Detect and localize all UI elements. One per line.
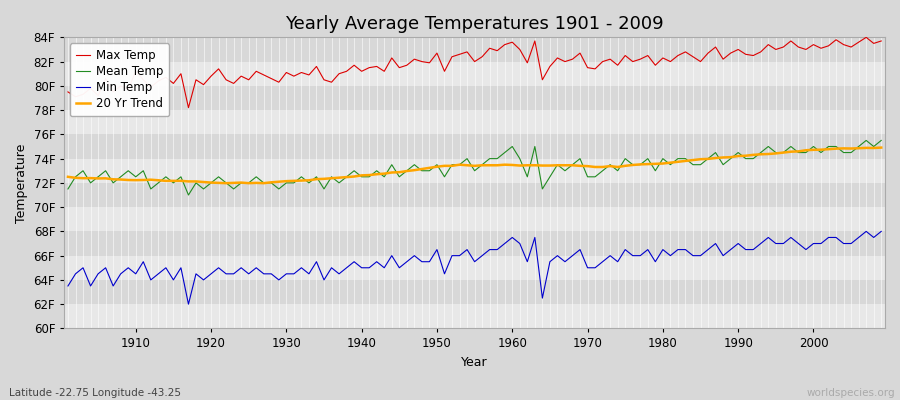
Line: Max Temp: Max Temp xyxy=(68,37,881,108)
Min Temp xyxy=(860,229,871,234)
20 Yr Trend xyxy=(605,164,616,168)
Bar xyxy=(64,183,885,207)
Bar xyxy=(64,159,885,183)
Min Temp xyxy=(507,235,517,240)
Bar xyxy=(64,37,885,62)
Min Temp xyxy=(183,302,194,306)
20 Yr Trend xyxy=(220,181,231,186)
Max Temp xyxy=(860,35,871,40)
Max Temp xyxy=(605,57,616,62)
Min Temp xyxy=(341,265,352,270)
20 Yr Trend xyxy=(122,178,133,182)
Title: Yearly Average Temperatures 1901 - 2009: Yearly Average Temperatures 1901 - 2009 xyxy=(285,15,664,33)
Min Temp xyxy=(63,284,74,288)
Mean Temp xyxy=(860,138,871,143)
20 Yr Trend xyxy=(876,145,886,150)
Mean Temp xyxy=(876,138,886,143)
Line: Mean Temp: Mean Temp xyxy=(68,140,881,195)
Bar xyxy=(64,110,885,134)
Mean Temp xyxy=(515,156,526,161)
Bar xyxy=(64,86,885,110)
Bar xyxy=(64,280,885,304)
Mean Temp xyxy=(122,168,133,173)
Max Temp xyxy=(122,87,133,92)
20 Yr Trend xyxy=(515,163,526,168)
Min Temp xyxy=(296,265,307,270)
Mean Temp xyxy=(296,174,307,179)
Max Temp xyxy=(63,90,74,94)
Min Temp xyxy=(515,241,526,246)
Bar xyxy=(64,304,885,328)
Bar xyxy=(64,231,885,256)
20 Yr Trend xyxy=(507,162,517,167)
20 Yr Trend xyxy=(63,174,74,179)
20 Yr Trend xyxy=(341,175,352,180)
Mean Temp xyxy=(507,144,517,149)
Max Temp xyxy=(515,47,526,52)
Bar xyxy=(64,207,885,231)
Max Temp xyxy=(507,40,517,44)
20 Yr Trend xyxy=(296,178,307,183)
Max Temp xyxy=(876,38,886,43)
Line: Min Temp: Min Temp xyxy=(68,231,881,304)
Bar xyxy=(64,256,885,280)
Mean Temp xyxy=(183,193,194,198)
Bar xyxy=(64,134,885,159)
Min Temp xyxy=(876,229,886,234)
Text: Latitude -22.75 Longitude -43.25: Latitude -22.75 Longitude -43.25 xyxy=(9,388,181,398)
Max Temp xyxy=(296,70,307,75)
Line: 20 Yr Trend: 20 Yr Trend xyxy=(68,148,881,183)
Mean Temp xyxy=(341,174,352,179)
Text: worldspecies.org: worldspecies.org xyxy=(807,388,896,398)
Y-axis label: Temperature: Temperature xyxy=(15,143,28,222)
Max Temp xyxy=(341,69,352,74)
Bar xyxy=(64,62,885,86)
Max Temp xyxy=(183,105,194,110)
Min Temp xyxy=(605,253,616,258)
Min Temp xyxy=(122,265,133,270)
X-axis label: Year: Year xyxy=(462,356,488,369)
Legend: Max Temp, Mean Temp, Min Temp, 20 Yr Trend: Max Temp, Mean Temp, Min Temp, 20 Yr Tre… xyxy=(70,43,169,116)
Mean Temp xyxy=(605,162,616,167)
Mean Temp xyxy=(63,186,74,191)
